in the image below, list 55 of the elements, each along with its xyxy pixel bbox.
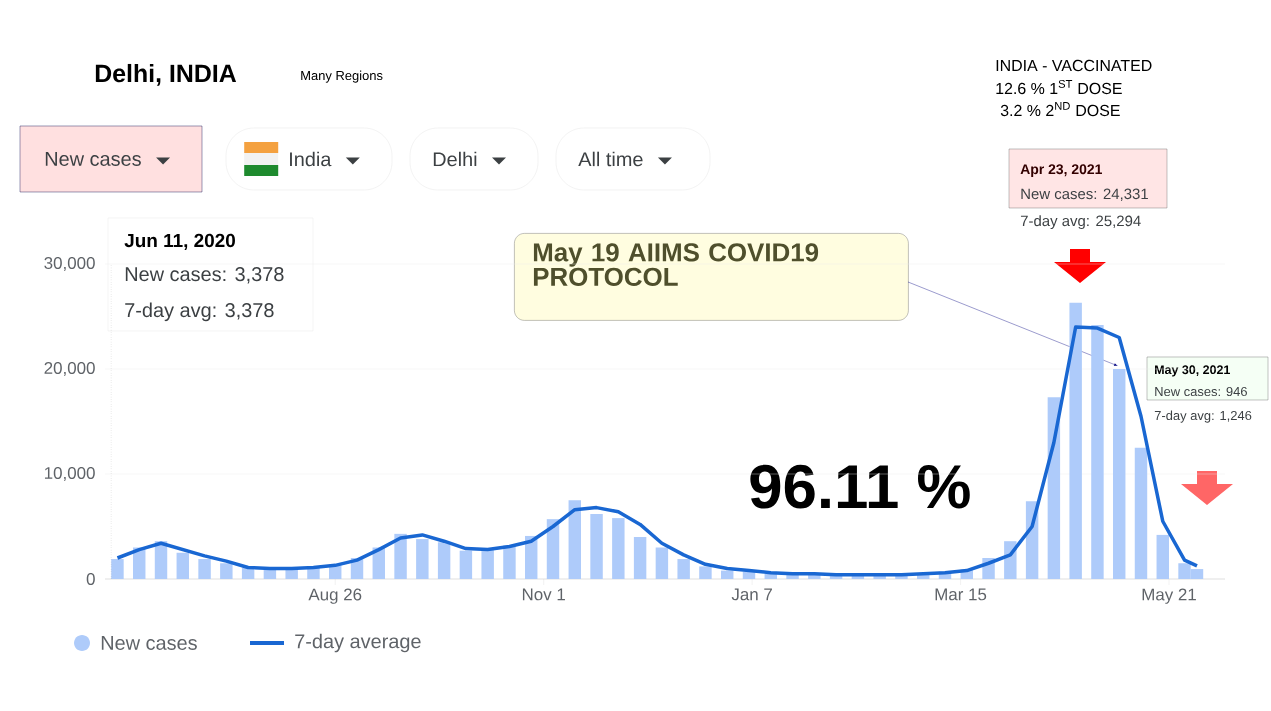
bar — [568, 500, 581, 579]
text: 7-day avg: 25,294 — [1020, 215, 1141, 230]
bar — [481, 549, 494, 579]
bar — [546, 519, 560, 579]
x-tick-label: May 21 — [1142, 588, 1196, 604]
bar — [655, 547, 669, 579]
bar — [176, 552, 190, 579]
bar — [699, 566, 712, 579]
bar — [198, 559, 211, 579]
annotation: May 30, 2021 — [1155, 365, 1230, 377]
x-tick-label: Mar 15 — [935, 588, 987, 601]
bar — [633, 537, 647, 579]
bar — [394, 533, 407, 579]
annotation: May 19 AIIMS COVID19 PROTOCOL — [533, 243, 819, 286]
y-tick-label: 30,000 — [44, 257, 95, 271]
annotation: New cases: 3,378 — [125, 267, 284, 284]
bar — [1112, 369, 1126, 579]
bar — [677, 559, 690, 579]
annotation: 7-day avg: 1,246 — [1154, 410, 1252, 423]
bar — [1069, 302, 1082, 579]
bar — [590, 513, 603, 579]
text: 3.2 % 2$^{ND}$ DOSE — [1000, 102, 1120, 117]
text: Delhi — [433, 151, 477, 167]
y-tick-label: 10,000 — [44, 467, 95, 481]
bar — [612, 518, 625, 579]
bar — [1091, 324, 1104, 579]
bar — [220, 563, 233, 579]
text: All time — [578, 151, 643, 167]
y-tick-label: 20,000 — [44, 362, 95, 376]
chart-subtitle: Many Regions — [301, 70, 383, 83]
annotation: 7-day avg: 3,378 — [125, 302, 274, 322]
bar — [721, 570, 734, 579]
text: India — [290, 151, 332, 167]
bar — [1134, 447, 1148, 579]
bar — [111, 559, 124, 579]
bar — [503, 545, 516, 579]
text: New cases — [45, 152, 141, 166]
x-tick-label: Aug 26 — [308, 588, 362, 604]
bar — [1156, 534, 1169, 579]
legend-label: 7-day average — [295, 633, 421, 653]
annotation: 96.11 % — [750, 464, 970, 509]
y-tick-label: 0 — [86, 573, 95, 585]
legend-label: New cases — [101, 636, 197, 650]
x-tick-label: Nov 1 — [522, 588, 565, 601]
text: Jun 11, 2020 — [124, 233, 235, 250]
text: 12.6 % 1$^{ST}$ DOSE — [996, 79, 1122, 95]
text: INDIA - VACCINATED — [996, 59, 1152, 72]
text: Apr 23, 2021 — [1020, 164, 1102, 177]
bar — [416, 539, 429, 579]
text: New cases: 24,331 — [1021, 188, 1148, 201]
chart-title: Delhi, INDIA — [95, 63, 237, 86]
annotation: New cases: 946 — [1155, 386, 1247, 397]
bar — [437, 542, 451, 579]
x-tick-label: Jan 7 — [731, 588, 772, 601]
bar — [459, 550, 473, 579]
